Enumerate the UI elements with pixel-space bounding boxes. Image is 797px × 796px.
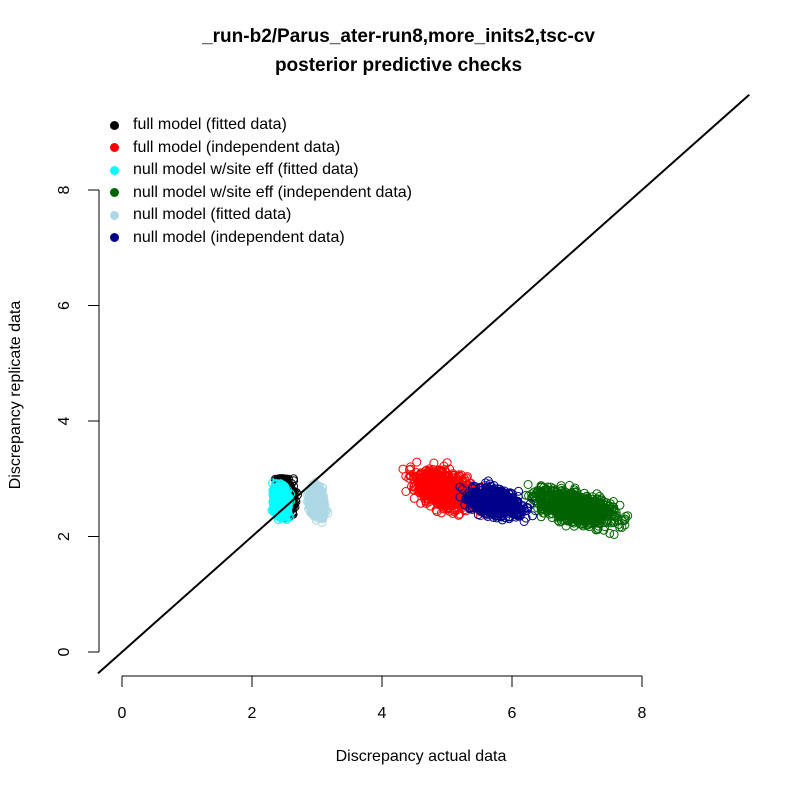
y-axis-label: Discrepancy replicate data xyxy=(7,300,24,490)
legend-marker-icon xyxy=(110,188,119,198)
legend-item: null model (independent data) xyxy=(110,227,412,250)
series-3 xyxy=(521,480,633,539)
legend-item: null model w/site eff (independent data) xyxy=(110,182,412,205)
x-tick-label: 2 xyxy=(248,705,257,722)
legend-marker-icon xyxy=(110,210,119,220)
legend-label: null model (independent data) xyxy=(133,228,345,246)
legend-label: full model (independent data) xyxy=(133,138,341,156)
legend-item: full model (fitted data) xyxy=(110,114,412,137)
legend-marker-icon xyxy=(110,120,119,130)
y-tick-label: 0 xyxy=(56,647,73,656)
data-points xyxy=(267,457,633,539)
chart-subtitle: posterior predictive checks xyxy=(274,55,523,76)
y-tick-label: 4 xyxy=(56,416,73,425)
legend-label: full model (fitted data) xyxy=(133,116,287,133)
x-axis-label: Discrepancy actual data xyxy=(335,748,507,765)
reference-line-1to1 xyxy=(97,93,750,675)
legend-item: null model w/site eff (fitted data) xyxy=(110,159,412,182)
chart-title: _run-b2/Parus_ater-run8,more_inits2,tsc-… xyxy=(202,26,595,47)
legend-marker-icon xyxy=(110,143,119,153)
y-tick-label: 2 xyxy=(56,532,73,541)
y-tick-label: 8 xyxy=(56,185,73,194)
series-5 xyxy=(455,476,537,526)
legend-item: null model (fitted data) xyxy=(110,204,412,227)
y-axis: 0 2 4 6 8 xyxy=(56,185,100,656)
x-tick-label: 8 xyxy=(638,705,647,722)
legend-label: null model w/site eff (fitted data) xyxy=(133,161,359,178)
legend-label: null model w/site eff (independent data) xyxy=(133,183,412,201)
legend-item: full model (independent data) xyxy=(110,137,412,160)
legend-label: null model (fitted data) xyxy=(133,206,292,223)
x-tick-label: 4 xyxy=(378,705,387,722)
x-tick-label: 0 xyxy=(118,705,127,722)
x-tick-label: 6 xyxy=(508,705,517,722)
x-axis: 0 2 4 6 8 xyxy=(118,675,647,722)
legend: full model (fitted data) full model (inde… xyxy=(110,114,412,249)
legend-marker-icon xyxy=(110,165,119,175)
y-tick-label: 6 xyxy=(56,301,73,310)
legend-marker-icon xyxy=(110,233,119,243)
series-4 xyxy=(303,478,333,527)
